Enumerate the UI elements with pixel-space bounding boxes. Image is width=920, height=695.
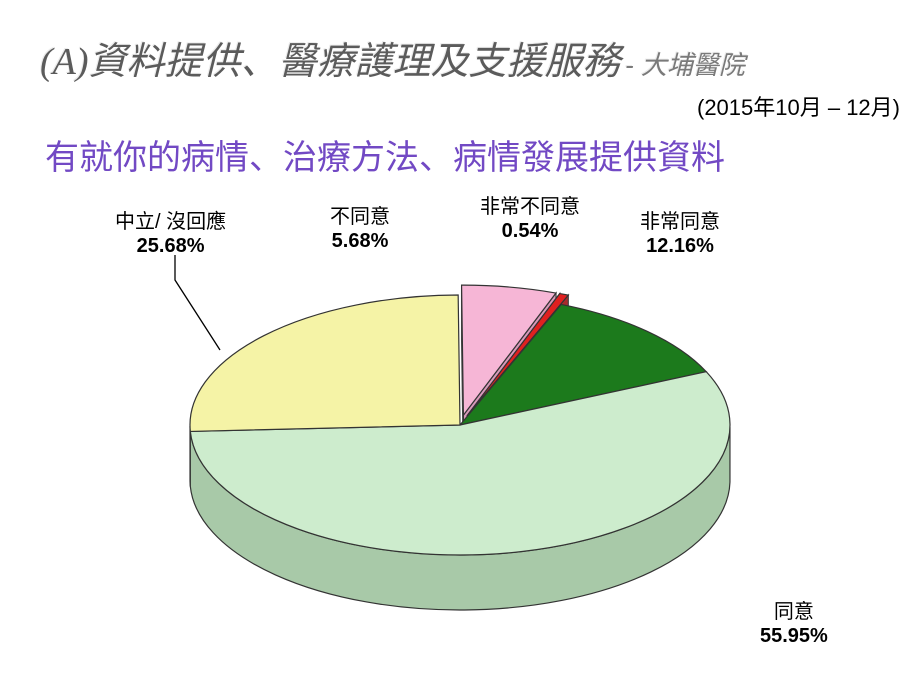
slice-percent: 5.68%	[330, 229, 390, 253]
pie-chart: 非常同意12.16% 同意55.95% 中立/ 沒回應25.68% 不同意5.68% 非…	[0, 180, 920, 690]
slice-label: 不同意5.68%	[330, 205, 390, 253]
slice-percent: 0.54%	[480, 219, 580, 243]
slice-label: 中立/ 沒回應25.68%	[115, 210, 226, 258]
slice-name: 中立/ 沒回應	[115, 210, 226, 234]
subtitle: 有就你的病情、治療方法、病情發展提供資料	[45, 130, 725, 179]
slice-label: 同意55.95%	[760, 600, 828, 648]
title-main: 資料提供、醫療護理及支援服務	[89, 41, 621, 83]
slice-percent: 55.95%	[760, 624, 828, 648]
date-range: (2015年10月 – 12月)	[697, 90, 900, 122]
slice-label: 非常同意12.16%	[640, 210, 720, 258]
slice-percent: 25.68%	[115, 234, 226, 258]
slice-name: 不同意	[330, 205, 390, 229]
title-prefix: (A)	[40, 41, 89, 83]
title-hospital: - 大埔醫院	[625, 50, 745, 80]
slice-percent: 12.16%	[640, 234, 720, 258]
slice-name: 非常同意	[640, 210, 720, 234]
slice-label: 非常不同意0.54%	[480, 195, 580, 243]
slice-name: 同意	[760, 600, 828, 624]
slice-name: 非常不同意	[480, 195, 580, 219]
title-line: (A)資料提供、醫療護理及支援服務 - 大埔醫院	[40, 30, 745, 85]
